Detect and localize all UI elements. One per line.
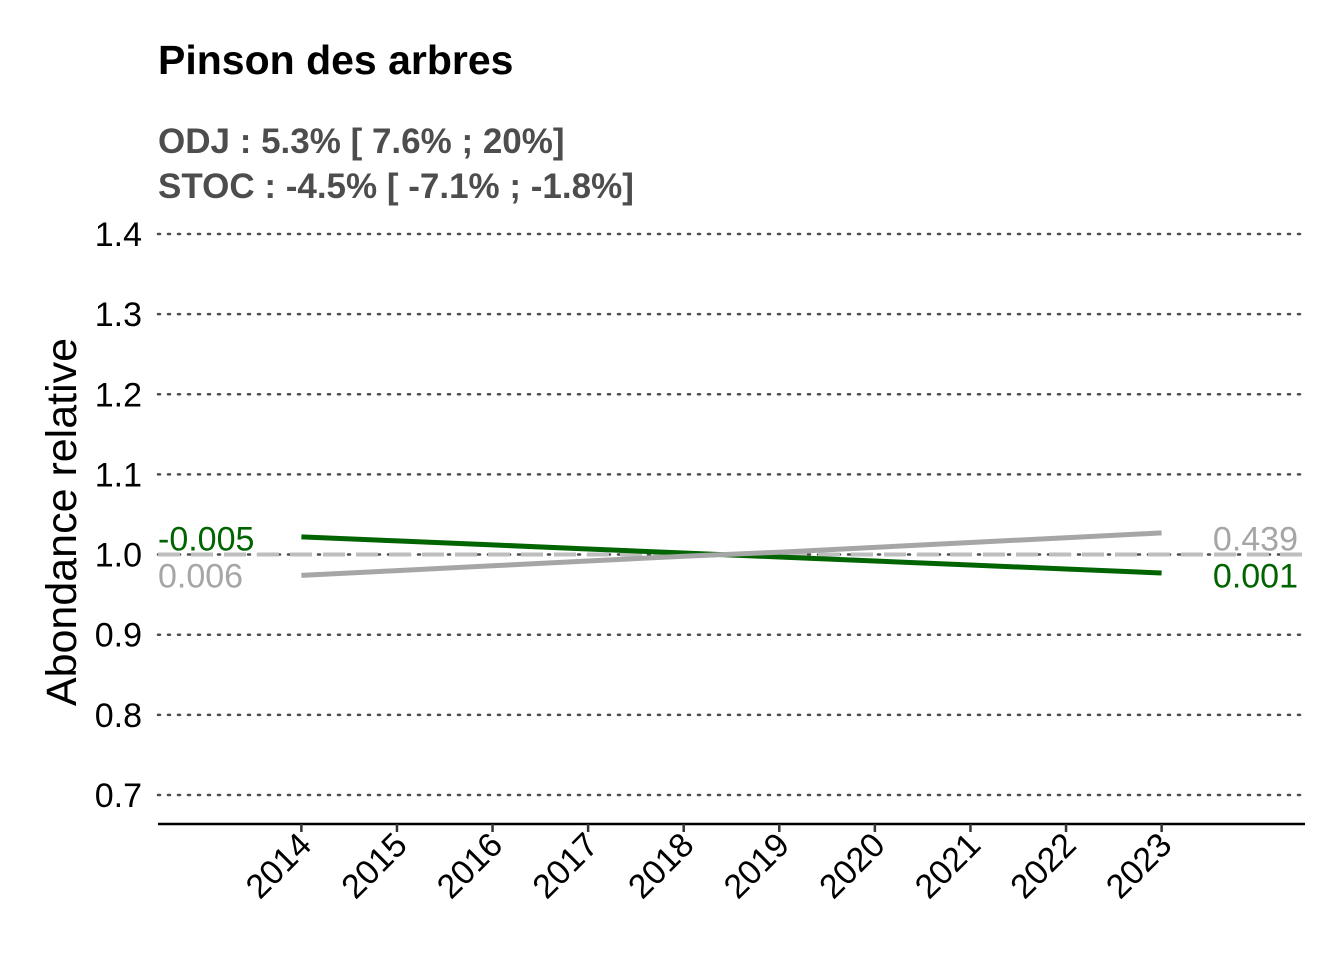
series-lines bbox=[301, 530, 1162, 578]
x-tick-label: 2020 bbox=[812, 826, 892, 906]
y-tick-label: 1.4 bbox=[95, 216, 142, 254]
grid-lines bbox=[156, 232, 1307, 797]
y-tick-label: 1.0 bbox=[95, 537, 142, 575]
end-label-stoc: 0.001 bbox=[1213, 558, 1298, 596]
end-label-odj: 0.439 bbox=[1213, 521, 1298, 559]
y-tick-label: 0.7 bbox=[95, 777, 142, 815]
y-tick-labels: 0.7 0.8 0.9 1.0 1.1 1.2 1.3 1.4 bbox=[95, 216, 142, 815]
chart-subtitle-line-1: ODJ : 5.3% [ 7.6% ; 20%] bbox=[158, 122, 565, 161]
x-tick-label: 2022 bbox=[1003, 826, 1083, 906]
y-tick-label: 1.1 bbox=[95, 456, 142, 494]
y-tick-label: 0.8 bbox=[95, 697, 142, 735]
x-tick-label: 2023 bbox=[1099, 826, 1179, 906]
y-tick-label: 1.3 bbox=[95, 296, 142, 334]
series-end-labels: -0.005 0.001 0.006 0.439 bbox=[158, 521, 1298, 596]
y-tick-label: 0.9 bbox=[95, 617, 142, 655]
y-axis-label: Abondance relative bbox=[38, 338, 86, 706]
series-line-odj bbox=[301, 530, 1162, 578]
start-label-stoc: -0.005 bbox=[158, 521, 254, 559]
x-tick-label: 2019 bbox=[717, 826, 797, 906]
x-tick-label: 2021 bbox=[908, 826, 988, 906]
x-tick-label: 2018 bbox=[621, 826, 701, 906]
start-label-odj: 0.006 bbox=[158, 558, 243, 596]
chart-title: Pinson des arbres bbox=[158, 37, 513, 83]
x-tick-label: 2015 bbox=[334, 826, 414, 906]
y-tick-label: 1.2 bbox=[95, 376, 142, 414]
x-tick-labels: 2014 2015 2016 2017 2018 2019 2020 2021 2022 2023 bbox=[239, 826, 1180, 906]
x-tick-label: 2014 bbox=[239, 826, 319, 906]
x-axis bbox=[158, 822, 1305, 832]
x-tick-label: 2016 bbox=[430, 826, 510, 906]
chart-subtitle-line-2: STOC : -4.5% [ -7.1% ; -1.8%] bbox=[158, 167, 634, 206]
x-tick-label: 2017 bbox=[525, 826, 605, 906]
